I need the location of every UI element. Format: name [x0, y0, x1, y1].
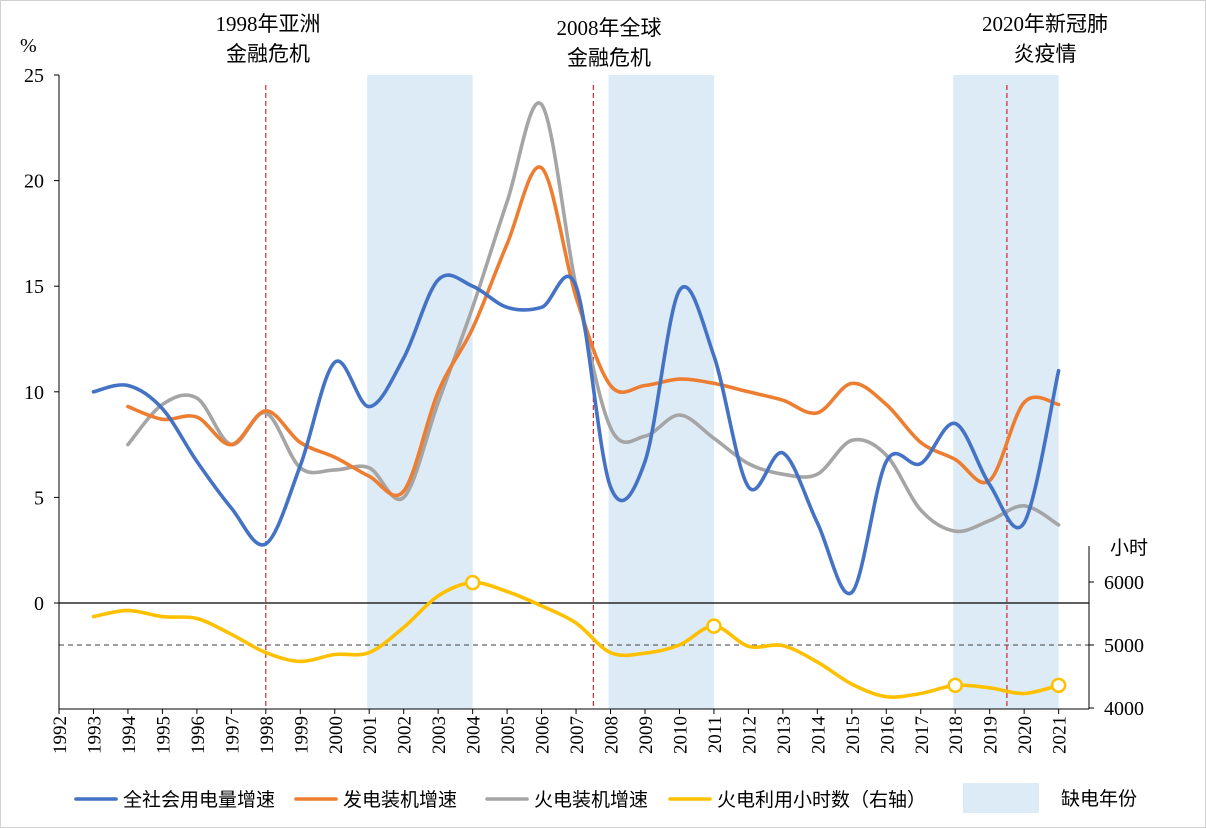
x-tick-label: 1999: [291, 716, 312, 754]
event-label-2-line2: 炎疫情: [1014, 42, 1077, 66]
x-tick-label: 1995: [153, 716, 174, 754]
axes: 0 5 10 15 20 25% 4000 5000 6000 小时 1992 1993 1994 199…: [20, 35, 1148, 754]
y-left-tick-label: 10: [24, 382, 44, 404]
x-tick-label: 1997: [222, 716, 243, 754]
legend-swatch-shortage: [963, 783, 1039, 813]
y-left-tick-label: 20: [24, 171, 44, 193]
x-tick-label: 2011: [705, 716, 726, 753]
x-tick-label: 2007: [567, 716, 588, 754]
x-tick-label: 2012: [739, 716, 760, 754]
y-right-unit: 小时: [1110, 537, 1148, 559]
x-tick-label: 1993: [84, 716, 105, 754]
x-tick-label: 2021: [1050, 716, 1071, 754]
x-tick-label: 2017: [912, 716, 933, 754]
x-tick-label: 1998: [257, 716, 278, 754]
x-tick-label: 2010: [670, 716, 691, 754]
x-tick-label: 2006: [533, 716, 554, 754]
y-right-tick-label: 4000: [1104, 698, 1144, 720]
shortage-bands: [367, 75, 1059, 709]
x-tick-label: 1996: [188, 716, 209, 754]
series: [91, 101, 1067, 699]
marker-2021: [1050, 677, 1067, 694]
x-tick-label: 1994: [119, 716, 140, 755]
y-left-tick-label: 15: [24, 276, 44, 298]
event-label-0-line2: 金融危机: [226, 42, 310, 66]
shortage-band-2: [953, 75, 1059, 709]
series-line-1: [126, 165, 1061, 498]
legend-label-1: 发电装机增速: [343, 789, 457, 811]
x-tick-label: 2018: [946, 716, 967, 754]
x-tick-label: 2002: [395, 716, 416, 754]
x-tick-label: 2000: [326, 716, 347, 754]
x-tick-label: 2019: [981, 716, 1002, 754]
event-label-1-line1: 2008年全球: [557, 16, 662, 40]
x-tick-label: 2020: [1015, 716, 1036, 754]
x-tick-label: 2013: [774, 716, 795, 754]
y-left-unit: %: [20, 35, 37, 57]
legend-label-0: 全社会用电量增速: [123, 789, 275, 811]
event-label-0-line1: 1998年亚洲: [216, 12, 321, 36]
y-left-tick-label: 0: [34, 593, 44, 615]
event-label-1-line2: 金融危机: [567, 46, 651, 70]
series-line-0: [91, 273, 1061, 596]
legend-label-3: 火电利用小时数（右轴）: [717, 789, 926, 811]
x-tick-label: 2005: [498, 716, 519, 754]
marker-2018: [947, 677, 963, 694]
legend-label-shortage: 缺电年份: [1061, 788, 1137, 810]
legend: 全社会用电量增速 发电装机增速 火电装机增速 火电利用小时数（右轴） 缺电年份: [74, 783, 1137, 813]
y-right-tick-label: 6000: [1104, 572, 1144, 594]
x-tick-label: 2015: [843, 716, 864, 754]
legend-label-2: 火电装机增速: [534, 789, 648, 811]
x-tick-label: 2014: [808, 716, 829, 755]
y-left-tick-label: 25: [24, 65, 44, 87]
x-tick-label: 2008: [602, 716, 623, 754]
y-left-tick-label: 5: [34, 487, 44, 509]
x-tick-label: 2004: [464, 716, 485, 755]
x-tick-label: 1992: [50, 716, 71, 754]
series-line-3: [91, 580, 1061, 699]
x-tick-label: 2003: [429, 716, 450, 754]
x-tick-label: 2009: [636, 716, 657, 754]
marker-2011: [706, 618, 722, 634]
x-tick-label: 2001: [360, 716, 381, 754]
y-right-tick-label: 5000: [1104, 635, 1144, 657]
marker-2004: [464, 574, 481, 591]
event-label-2-line1: 2020年新冠肺: [982, 12, 1108, 36]
x-tick-label: 2016: [877, 716, 898, 754]
